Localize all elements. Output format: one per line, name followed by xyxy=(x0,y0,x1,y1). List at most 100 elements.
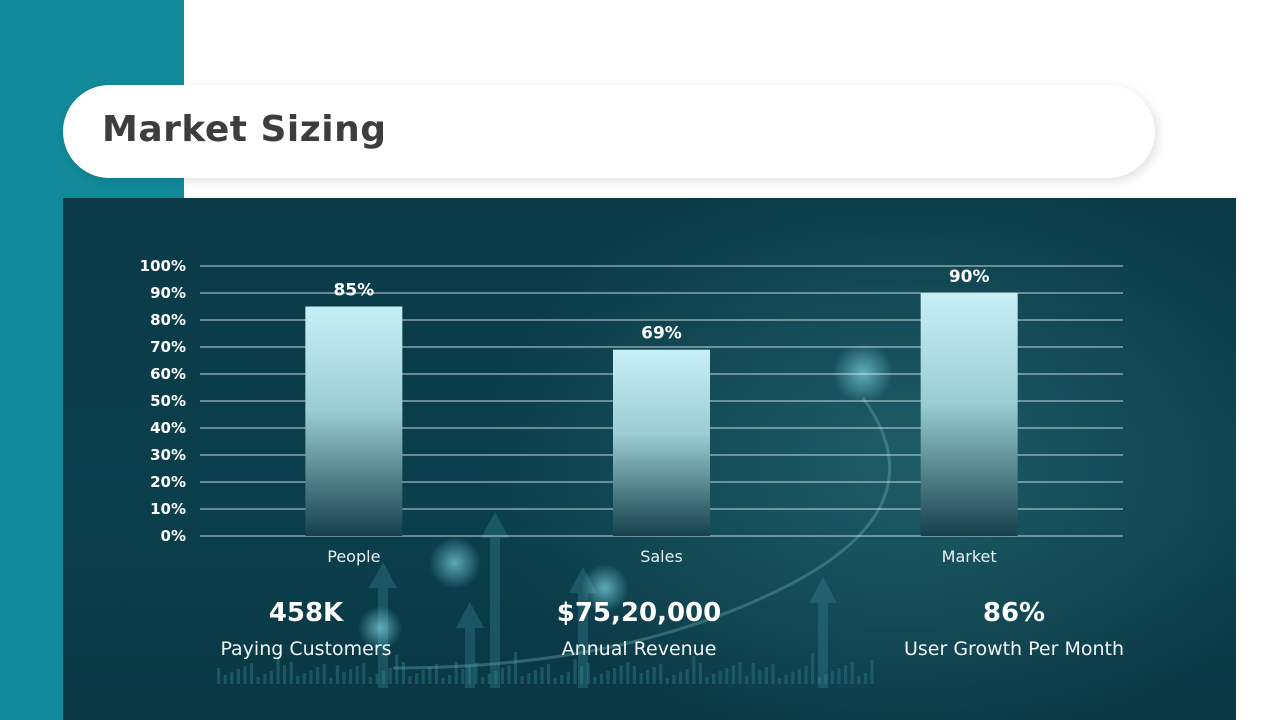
decor-mini-bar xyxy=(817,677,821,684)
decor-mini-bar xyxy=(500,668,504,684)
decor-mini-bar xyxy=(533,670,537,684)
decor-mini-bar xyxy=(388,668,392,684)
decor-mini-bar xyxy=(349,669,353,684)
decor-mini-bar xyxy=(547,664,551,684)
decor-mini-bar xyxy=(368,677,372,684)
y-tick-label: 80% xyxy=(150,311,186,329)
decor-mini-bar xyxy=(335,665,339,684)
decor-mini-bar xyxy=(421,670,425,684)
decor-mini-bar xyxy=(811,653,815,684)
decor-mini-bar xyxy=(844,665,848,684)
decor-mini-bar xyxy=(593,677,597,684)
decor-mini-bar xyxy=(415,673,419,684)
decor-mini-bar xyxy=(652,667,656,684)
stat-value: $75,20,000 xyxy=(556,598,722,628)
decor-mini-bar xyxy=(395,655,399,684)
decor-mini-bar xyxy=(527,673,531,684)
decor-mini-bar xyxy=(791,672,795,684)
decor-arrow xyxy=(809,577,837,688)
decor-mini-bar xyxy=(283,665,287,684)
decor-mini-bar xyxy=(269,671,273,684)
decor-mini-bar xyxy=(738,662,742,684)
decor-mini-bar xyxy=(870,660,874,684)
decor-mini-bar xyxy=(797,669,801,684)
decor-mini-bar xyxy=(454,662,458,684)
y-tick-label: 50% xyxy=(150,392,186,410)
decor-mini-bar xyxy=(639,673,643,684)
decor-mini-bar xyxy=(837,668,841,684)
decor-mini-bar xyxy=(302,673,306,684)
decor-mini-bar xyxy=(250,663,254,684)
decor-mini-bar xyxy=(487,674,491,684)
y-tick-label: 20% xyxy=(150,473,186,491)
decor-mini-bar xyxy=(619,665,623,684)
decor-mini-bar xyxy=(586,663,590,684)
decor-mini-bar xyxy=(606,671,610,684)
y-tick-label: 70% xyxy=(150,338,186,356)
decor-mini-bar xyxy=(217,668,221,684)
decor-mini-bar xyxy=(296,676,300,684)
stat-user-growth: 86% User Growth Per Month xyxy=(834,598,1194,660)
decor-mini-bar xyxy=(731,665,735,684)
decor-mini-bar xyxy=(362,663,366,684)
decor-mini-bar xyxy=(441,678,445,684)
decor-mini-bar xyxy=(830,671,834,684)
decor-mini-bar xyxy=(672,675,676,684)
decor-mini-bar xyxy=(804,666,808,684)
decor-mini-bar xyxy=(613,668,617,684)
decor-mini-bar xyxy=(481,677,485,684)
decor-trend-line xyxy=(392,397,892,670)
decor-mini-bar xyxy=(764,667,768,684)
bar-value-label: 90% xyxy=(949,267,990,287)
y-tick-label: 100% xyxy=(140,257,186,275)
decor-mini-bar xyxy=(256,677,260,684)
decor-mini-bar xyxy=(329,678,333,684)
x-tick-label: Sales xyxy=(640,547,683,566)
x-axis-ticks: People Sales Market xyxy=(327,547,996,566)
stat-label: User Growth Per Month xyxy=(903,638,1125,660)
chart-panel: 0% 10% 20% 30% 40% 50% 60% 70% 80% 90% 100% 85% 69%… xyxy=(63,198,1236,720)
decor-mini-bar xyxy=(850,662,854,684)
decor-mini-bar xyxy=(745,676,749,684)
decor-mini-bar xyxy=(428,667,432,684)
decor-mini-bar xyxy=(514,652,518,684)
bar-market xyxy=(920,293,1018,536)
y-tick-label: 60% xyxy=(150,365,186,383)
decor-mini-bar xyxy=(863,673,867,684)
decor-mini-bar xyxy=(322,664,326,684)
decor-mini-bar xyxy=(289,662,293,684)
decor-glow xyxy=(429,537,481,589)
decor-glow xyxy=(833,343,893,403)
decor-mini-bar xyxy=(401,662,405,684)
decor-mini-bar xyxy=(665,678,669,684)
bar-people xyxy=(305,306,403,536)
y-tick-label: 0% xyxy=(161,527,186,545)
decor-mini-bar xyxy=(712,674,716,684)
decor-mini-bar xyxy=(236,669,240,684)
stat-value: 458K xyxy=(268,598,344,628)
decor-mini-bar xyxy=(316,667,320,684)
title-banner: Market Sizing xyxy=(63,85,1155,178)
page-title: Market Sizing xyxy=(102,109,387,150)
bar-chart: 0% 10% 20% 30% 40% 50% 60% 70% 80% 90% 100% 85% 69%… xyxy=(140,257,1123,688)
decor-mini-bar xyxy=(725,668,729,684)
decor-mini-bar xyxy=(778,678,782,684)
decor-mini-bar xyxy=(243,666,247,684)
decor-mini-bar xyxy=(540,667,544,684)
decor-glow xyxy=(581,564,629,612)
decor-mini-bar xyxy=(560,675,564,684)
background-decoration xyxy=(217,343,893,688)
decor-glow xyxy=(358,606,402,650)
decor-mini-bar xyxy=(857,676,861,684)
stat-label: Annual Revenue xyxy=(561,638,717,660)
decor-mini-bar xyxy=(679,672,683,684)
decor-mini-bar xyxy=(467,666,471,684)
decor-mini-bar xyxy=(309,670,313,684)
decor-mini-bar xyxy=(692,656,696,684)
decor-mini-bar xyxy=(520,676,524,684)
decor-mini-bar xyxy=(355,666,359,684)
decor-mini-bar xyxy=(434,664,438,684)
decor-mini-bar xyxy=(382,671,386,684)
decor-mini-bar xyxy=(659,664,663,684)
stat-value: 86% xyxy=(982,598,1046,628)
